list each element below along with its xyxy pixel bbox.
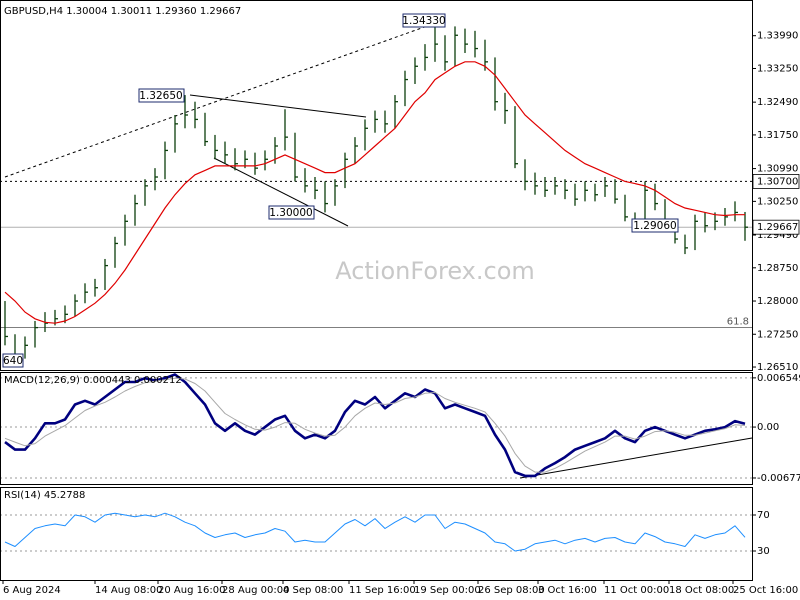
y-tick-label: -0.006778 [757,473,800,484]
x-tick-label: 26 Sep 08:00 [478,585,545,596]
annotation-box [2,353,24,368]
x-tick-label: 3 Oct 16:00 [538,585,597,596]
y-tick-label: 1.30250 [757,196,798,207]
y-tick-label: 1.30990 [757,164,798,175]
x-tick-label: 6 Aug 2024 [3,585,61,596]
x-tick-label: 20 Aug 16:00 [158,585,225,596]
level-label: 1.29667 [757,222,798,233]
x-tick-label: 25 Oct 16:00 [733,585,798,596]
x-tick-label: 19 Sep 00:00 [414,585,481,596]
x-tick-label: 11 Oct 00:00 [604,585,669,596]
y-tick-label: 1.32490 [757,97,798,108]
panel-title: MACD(12,26,9) 0.000443 0.000212 [4,375,182,386]
annotation: 640 [3,355,23,367]
fib-label: 61.8 [727,317,749,328]
y-tick-label: 1.26510 [757,362,798,373]
level-label: 1.30700 [757,176,798,187]
chart-title: GBPUSD,H4 1.30004 1.30011 1.29360 1.2966… [4,6,241,17]
y-tick-label: 1.27250 [757,329,798,340]
annotation: 1.30000 [269,207,312,219]
annotation-box [268,205,315,220]
annotation-box [402,13,446,28]
annotations: 1.34330 1.32650 1.30000 1.29060 640 [2,13,679,368]
annotation-box [631,218,679,233]
trendline [213,157,349,227]
x-tick-label: 14 Aug 08:00 [95,585,162,596]
panel-title: RSI(14) 45.2788 [4,490,85,501]
panel-frame [0,0,753,371]
layer: 1.33990 1.33250 1.32490 1.31750 1.30990 1.302… [2,31,800,596]
watermark: ActionForex.com [335,257,535,285]
indicator-line [4,377,746,473]
y-tick-label: 0.006549 [757,373,800,384]
y-tick-label: 1.29490 [757,230,798,241]
annotation: 1.32650 [139,90,182,102]
annotation-box [138,88,185,103]
annotation: 1.29060 [633,220,676,232]
annotation: 1.34330 [402,15,445,27]
x-tick-label: 18 Oct 08:00 [669,585,734,596]
level-label-box [752,219,800,235]
moving-average [4,61,745,324]
y-tick-label: 1.28750 [757,263,798,274]
x-tick-label: 4 Sep 08:00 [283,585,343,596]
y-tick-label: 1.33250 [757,63,798,74]
trendline [189,94,367,118]
level-label-box [752,174,800,189]
x-tick-label: 11 Sep 16:00 [349,585,416,596]
y-tick-label: 70 [757,510,770,521]
y-tick-label: 30 [757,546,770,557]
y-tick-label: 1.28000 [757,296,798,307]
panel-frame [0,372,753,485]
trendline [519,437,753,479]
panel-frame [0,487,753,581]
x-tick-label: 28 Aug 00:00 [222,585,289,596]
y-tick-label: 0.00 [757,422,779,433]
y-tick-label: 1.31750 [757,130,798,141]
y-tick-label: 1.33990 [757,31,798,42]
indicator-line [4,512,746,552]
